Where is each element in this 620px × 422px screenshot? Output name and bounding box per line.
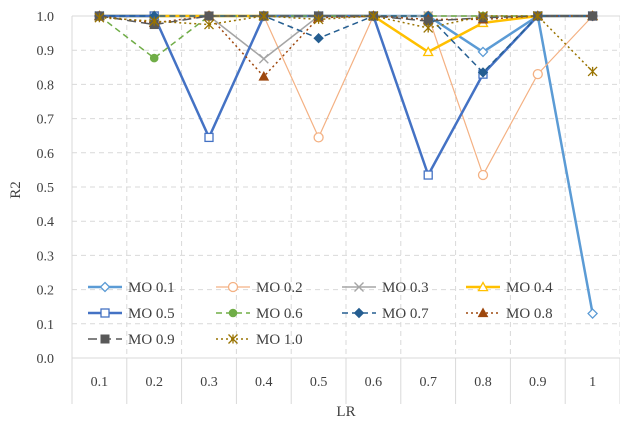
y-axis-title: R2 — [8, 181, 24, 199]
x-axis-title: LR — [336, 404, 355, 420]
y-tick-label: 0.9 — [37, 44, 55, 59]
data-point — [94, 12, 105, 23]
axes: 0.0 0.1 0.2 0.3 0.4 0.5 0.6 0.7 0.8 0.9 1.0 0.1 0.2 0… — [37, 10, 620, 404]
y-tick-label: 0.5 — [37, 181, 55, 196]
legend-marker — [100, 308, 110, 318]
data-point — [204, 19, 214, 30]
x-tick-label: 0.5 — [310, 375, 328, 390]
series-line — [98, 15, 593, 59]
y-tick-label: 0.7 — [37, 113, 55, 128]
legend-item: MO 0.8 — [466, 306, 553, 322]
data-point — [313, 33, 324, 44]
data-point — [258, 71, 270, 81]
data-point — [532, 68, 543, 80]
data-point — [149, 53, 159, 63]
y-tick-label: 0.8 — [37, 78, 55, 93]
y-tick-label: 0.1 — [37, 318, 55, 333]
legend-label: MO 1.0 — [256, 332, 303, 348]
data-point — [313, 14, 324, 25]
data-point — [423, 170, 433, 180]
x-tick-label: 0.3 — [200, 375, 218, 390]
x-tick-label: 1 — [589, 375, 596, 390]
legend-label: MO 0.9 — [128, 332, 175, 348]
data-point — [477, 67, 489, 78]
y-tick-label: 0.2 — [37, 284, 55, 299]
legend-item: MO 0.9 — [88, 332, 175, 348]
legend-item: MO 0.3 — [342, 280, 429, 296]
data-point — [587, 308, 599, 319]
legend-item: MO 0.4 — [466, 280, 553, 296]
x-tick-label: 0.4 — [255, 375, 273, 390]
data-point — [204, 11, 214, 21]
legend-label: MO 0.6 — [256, 306, 303, 322]
data-point — [149, 16, 160, 27]
y-tick-label: 0.3 — [37, 249, 55, 264]
legend-marker — [354, 282, 364, 292]
legend-label: MO 0.5 — [128, 306, 175, 322]
x-tick-label: 0.6 — [365, 375, 383, 390]
data-point — [477, 169, 489, 181]
legend-item: MO 0.1 — [88, 280, 175, 296]
x-tick-label: 0.2 — [145, 375, 163, 390]
legend-item: MO 0.6 — [216, 306, 303, 322]
legend-marker — [228, 308, 238, 318]
legend-label: MO 0.4 — [506, 280, 553, 296]
x-tick-label: 0.9 — [529, 375, 547, 390]
legend-label: MO 0.7 — [382, 306, 429, 322]
data-point — [423, 23, 434, 33]
legend-item: MO 0.2 — [216, 280, 303, 296]
y-tick-label: 0.0 — [37, 352, 55, 367]
data-point — [478, 11, 488, 21]
series-line — [99, 15, 593, 74]
y-tick-label: 0.4 — [37, 215, 55, 230]
data-point — [368, 11, 379, 21]
data-point — [204, 132, 214, 143]
data-point — [588, 11, 598, 21]
legend-label: MO 0.2 — [256, 280, 303, 296]
legend-marker — [227, 281, 239, 293]
y-tick-label: 1.0 — [37, 10, 55, 25]
legend-item: MO 1.0 — [216, 332, 303, 348]
series-line — [99, 15, 593, 26]
x-tick-label: 0.8 — [474, 375, 492, 390]
legend-marker — [100, 334, 110, 344]
legend-marker — [228, 334, 238, 344]
legend: MO 0.1 MO 0.2 MO 0.3 MO 0.4 MO 0.5 MO 0.6 MO 0… — [88, 280, 553, 348]
series-mo-1-0 — [94, 11, 598, 77]
legend-marker — [477, 281, 489, 292]
legend-label: MO 0.3 — [382, 280, 429, 296]
legend-label: MO 0.1 — [128, 280, 175, 296]
legend-item: MO 0.5 — [88, 306, 175, 322]
legend-marker — [99, 281, 111, 293]
data-point — [422, 46, 434, 57]
legend-item: MO 0.7 — [342, 306, 429, 322]
x-tick-label: 0.7 — [419, 375, 437, 390]
data-point — [313, 132, 324, 143]
legend-marker — [353, 307, 365, 319]
y-tick-label: 0.6 — [37, 147, 55, 162]
x-tick-label: 0.1 — [91, 375, 109, 390]
data-point — [587, 66, 598, 77]
legend-marker — [477, 307, 489, 318]
data-point — [258, 11, 269, 21]
series-layer — [93, 10, 599, 319]
legend-label: MO 0.8 — [506, 306, 553, 322]
data-point — [258, 53, 269, 64]
data-point — [477, 46, 489, 58]
data-point — [532, 11, 543, 21]
